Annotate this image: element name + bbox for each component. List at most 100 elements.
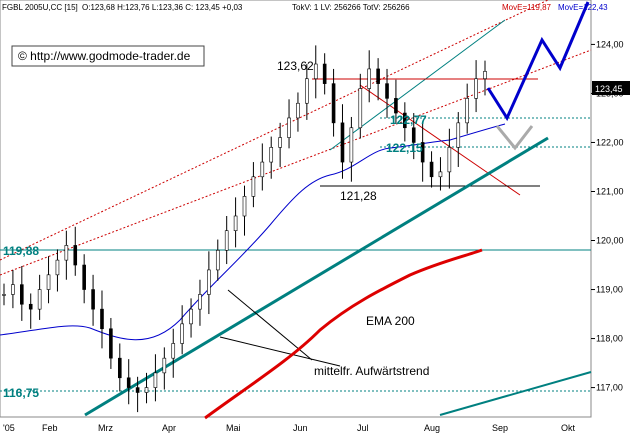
forecast-alt-path <box>495 125 534 151</box>
candle-body <box>456 122 461 148</box>
x-tick-label: '05 <box>3 423 15 433</box>
candle-body <box>215 250 220 271</box>
y-tick-label: 120,00 <box>596 236 624 246</box>
watermark-text: © http://www.godmode-trader.de <box>18 49 191 63</box>
candle-body <box>278 137 282 148</box>
candle-body <box>55 259 60 276</box>
candle-body <box>198 294 202 310</box>
candle-body <box>162 357 167 374</box>
annotation-labels: 123,62 121,28 122,77 122,15 119,88 116,7… <box>3 59 429 400</box>
candle-body <box>340 122 345 163</box>
candle-body <box>420 142 425 163</box>
ema-200-line <box>204 248 483 420</box>
candle-body <box>411 127 416 143</box>
candle-body <box>117 357 122 379</box>
candle-body <box>91 289 95 310</box>
x-tick-label: Feb <box>42 423 58 433</box>
candle-body <box>135 387 140 393</box>
header-volumes: TokV: 1 LV: 256266 TotV: 256266 <box>292 3 410 12</box>
candle-body <box>144 387 149 393</box>
header: FGBL 2005U,CC [15] O:123,68 H:123,76 L:1… <box>2 3 608 12</box>
candles <box>2 45 487 413</box>
header-move2: MovE=122,43 <box>558 3 608 12</box>
candle-body <box>313 63 318 80</box>
candle-body <box>287 117 291 138</box>
label-high: 123,62 <box>277 59 314 73</box>
x-tick-label: Mrz <box>98 423 113 433</box>
candle-body <box>20 284 24 305</box>
candle-body <box>171 343 176 359</box>
candle-body <box>447 147 452 173</box>
y-tick-label: 122,00 <box>596 137 624 147</box>
steep-trendline <box>329 19 506 151</box>
ema-short-line <box>0 123 506 341</box>
candle-body <box>358 88 363 129</box>
candle-body <box>483 71 487 80</box>
x-tick-label: Jun <box>293 423 308 433</box>
candle-body <box>331 83 336 124</box>
trend-pointer-1 <box>219 336 341 367</box>
candle-body <box>474 78 478 99</box>
forecast-path <box>486 1 590 122</box>
candle-body <box>403 112 407 129</box>
label-ema: EMA 200 <box>366 314 415 328</box>
candle-body <box>189 308 193 325</box>
candle-body <box>296 102 300 119</box>
uptrend-main <box>84 136 549 417</box>
x-tick-label: Mai <box>226 423 241 433</box>
plot-area <box>0 0 592 418</box>
label-level-d: 116,75 <box>3 386 39 400</box>
candle-body <box>37 289 42 310</box>
candle-body <box>322 63 327 84</box>
candle-body <box>465 98 469 124</box>
last-price-tag: 123,45 <box>592 81 630 95</box>
candle-body <box>207 269 211 295</box>
uptrend-outer <box>439 371 592 416</box>
candle-body <box>28 303 33 310</box>
label-level-c: 119,88 <box>3 244 39 258</box>
label-level-a: 122,77 <box>390 113 427 127</box>
candle-body <box>82 264 86 290</box>
header-ohlc: O:123,68 H:123,76 L:123,36 C: 123,45 +0,… <box>82 3 243 12</box>
candle-body <box>233 215 238 232</box>
candle-body <box>73 245 78 266</box>
candle-body <box>349 127 354 163</box>
candle-body <box>429 161 434 178</box>
x-axis: '05 Feb Mrz Apr Mai Jun Jul Aug Sep Okt <box>3 423 576 433</box>
y-tick-label: 121,00 <box>596 186 624 196</box>
last-price: 123,45 <box>595 84 623 94</box>
candle-body <box>46 274 51 290</box>
y-tick-label: 124,00 <box>596 39 624 49</box>
candle-body <box>242 196 247 217</box>
candle-body <box>64 245 69 261</box>
candle-body <box>269 147 274 163</box>
watermark: © http://www.godmode-trader.de <box>11 45 205 67</box>
candle-body <box>251 176 256 197</box>
candle-body <box>305 78 309 104</box>
candle-body <box>109 328 113 359</box>
candle-body <box>2 294 6 296</box>
candle-body <box>260 161 265 178</box>
levels <box>0 78 591 392</box>
candle-body <box>126 377 131 388</box>
y-tick-label: 118,00 <box>596 334 623 344</box>
candle-body <box>224 230 229 251</box>
x-tick-label: Aug <box>424 423 440 433</box>
channel-lower <box>0 49 592 276</box>
x-tick-label: Jul <box>357 423 369 433</box>
candle-body <box>11 284 15 295</box>
x-tick-label: Sep <box>492 423 508 433</box>
label-low: 121,28 <box>340 189 377 203</box>
candle-body <box>100 308 104 330</box>
candle-body <box>180 323 184 344</box>
uptrend-lines <box>84 136 592 417</box>
channel-upper <box>0 0 549 261</box>
y-tick-label: 119,00 <box>596 285 623 295</box>
label-trend: mittelfr. Aufwärtstrend <box>314 364 429 378</box>
header-symbol: FGBL 2005U,CC [15] <box>2 3 78 12</box>
candle-body <box>394 98 398 114</box>
y-tick-label: 117,00 <box>596 383 623 393</box>
x-tick-label: Apr <box>162 423 176 433</box>
candle-body <box>438 171 443 178</box>
